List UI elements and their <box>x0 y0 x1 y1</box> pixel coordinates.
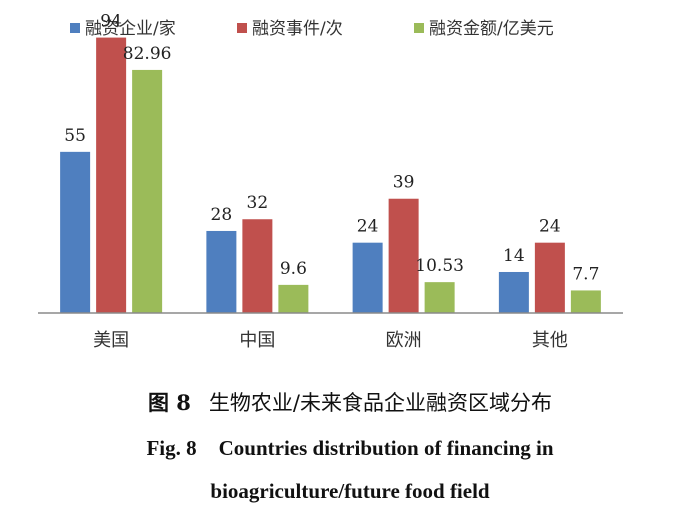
category-label-4: 其他 <box>532 330 568 351</box>
figure-caption-english-line1: Fig. 8 Countries distribution of financin… <box>0 436 700 461</box>
figure-number-en: Fig. 8 <box>146 436 197 460</box>
legend: 融资企业/家 融资事件/次 融资金额/亿美元 <box>70 19 554 39</box>
figure-caption-chinese: 图 8 生物农业/未来食品企业融资区域分布 <box>0 387 700 417</box>
bar-2-4 <box>534 242 565 313</box>
figure-caption-english-line2: bioagriculture/future food field <box>0 479 700 504</box>
legend-swatch-3 <box>414 23 424 33</box>
bar-3-1 <box>132 69 163 313</box>
data-label-1-2: 28 <box>211 205 233 225</box>
data-label-2-1: 94 <box>100 12 122 32</box>
data-label-1-4: 14 <box>503 246 525 266</box>
data-label-3-1: 82.96 <box>123 44 172 64</box>
category-label-2: 中国 <box>239 330 275 351</box>
legend-swatch-2 <box>237 23 247 33</box>
bar-2-3 <box>388 198 419 313</box>
bar-3-2 <box>278 284 309 313</box>
bar-3-4 <box>570 290 601 313</box>
data-label-3-4: 7.7 <box>572 264 599 284</box>
data-label-2-2: 32 <box>247 193 269 213</box>
data-label-1-1: 55 <box>64 126 86 146</box>
bar-1-3 <box>352 242 383 313</box>
bar-1-2 <box>206 230 237 313</box>
category-label-1: 美国 <box>93 330 129 351</box>
bar-1-4 <box>498 271 529 313</box>
legend-label-2: 融资事件/次 <box>252 19 343 39</box>
category-labels: 美国 中国 欧洲 其他 <box>93 330 568 351</box>
figure-title-en-line2: bioagriculture/future food field <box>210 479 490 503</box>
legend-swatch-1 <box>70 23 80 33</box>
bar-2-2 <box>242 219 273 313</box>
data-label-3-2: 9.6 <box>280 259 307 279</box>
bar-2-1 <box>96 37 127 314</box>
data-label-3-3: 10.53 <box>415 256 464 276</box>
figure-title-en-line1: Countries distribution of financing in <box>218 436 554 460</box>
bar-1-1 <box>60 151 91 313</box>
figure-number-zh: 图 8 <box>147 390 191 415</box>
figure-title-zh: 生物农业/未来食品企业融资区域分布 <box>208 391 552 415</box>
legend-label-1: 融资企业/家 <box>85 19 176 39</box>
legend-label-3: 融资金额/亿美元 <box>429 19 554 39</box>
bar-3-3 <box>424 282 455 313</box>
data-label-1-3: 24 <box>357 217 379 237</box>
data-label-2-3: 39 <box>393 173 415 193</box>
bar-series <box>60 37 601 314</box>
category-label-3: 欧洲 <box>386 330 422 351</box>
data-label-2-4: 24 <box>539 217 561 237</box>
